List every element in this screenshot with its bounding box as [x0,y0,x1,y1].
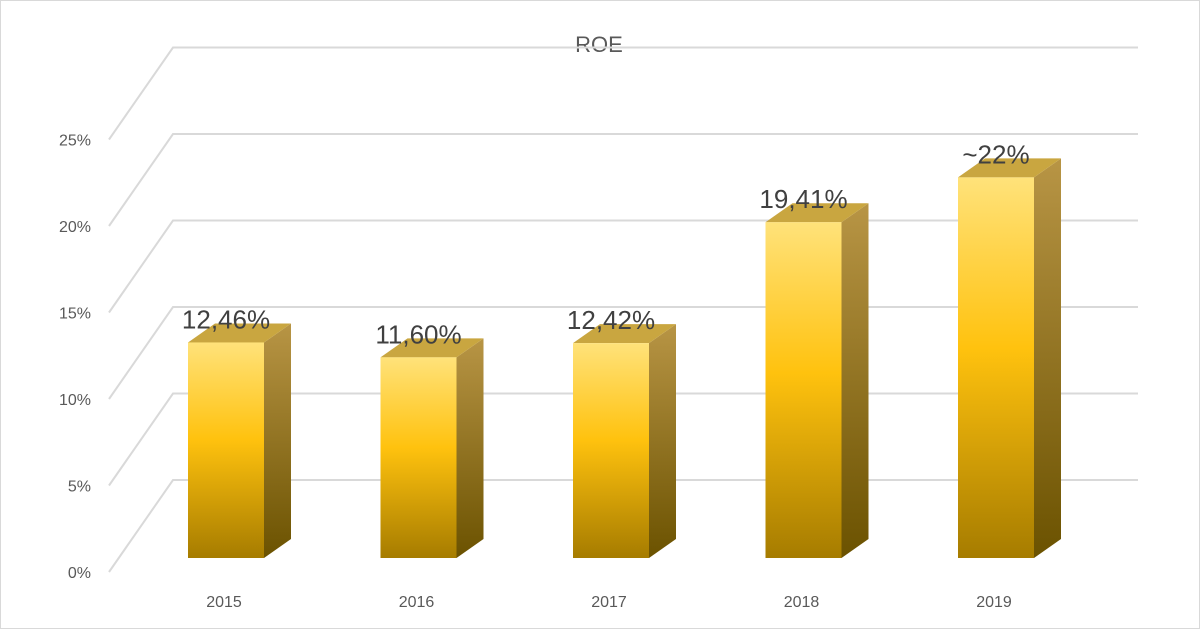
bar [380,338,484,558]
bar-series [188,158,1061,558]
bar-top-face [380,338,484,358]
y-tick-label: 10% [59,392,91,409]
x-tick-label: 2016 [399,594,435,611]
bar-side-face [456,338,484,558]
x-axis: 2015 2016 2017 2018 2019 [206,594,1012,611]
y-tick-label: 0% [68,565,91,582]
bar-side-face [649,324,676,558]
gridline [108,46,1138,141]
data-label: 12,42% [567,305,655,335]
y-axis: 0% 5% 10% 15% 20% 25% [59,133,91,583]
data-label: ~22% [962,139,1029,169]
data-labels: 12,46% 11,60% 12,42% 19,41% ~22% [182,139,1030,349]
bar [188,323,291,558]
bar [573,324,676,558]
y-tick-label: 5% [68,479,91,496]
x-tick-label: 2019 [976,594,1012,611]
y-tick-label: 20% [59,219,91,236]
data-label: 19,41% [759,184,847,214]
bar-front-face [765,222,842,558]
bar-top-face [573,324,676,344]
x-tick-label: 2017 [591,594,627,611]
bar-top-face [958,158,1061,178]
bar-side-face [264,323,291,558]
bar-top-face [765,203,869,223]
x-tick-label: 2018 [784,594,820,611]
data-label: 12,46% [182,304,270,334]
bar-top-face [188,323,291,343]
chart-title: ROE [575,32,623,57]
bar-side-face [1034,158,1061,558]
x-tick-label: 2015 [206,594,242,611]
y-tick-label: 25% [59,133,91,150]
bar-front-face [188,342,264,558]
gridline [108,133,1138,227]
bar-front-face [380,357,457,558]
y-tick-label: 15% [59,306,91,323]
bar [765,203,869,558]
bar [958,158,1061,558]
bar-front-face [958,177,1034,558]
bar-side-face [841,203,869,558]
data-label: 11,60% [375,319,461,349]
bar-front-face [573,343,649,558]
